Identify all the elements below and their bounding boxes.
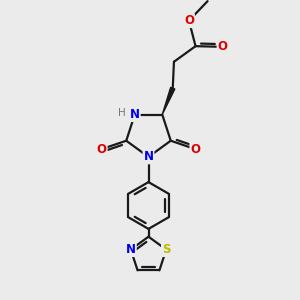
Text: N: N <box>143 150 154 164</box>
Text: N: N <box>126 243 136 256</box>
Text: N: N <box>130 108 140 121</box>
Text: O: O <box>190 142 200 156</box>
Text: S: S <box>162 243 170 256</box>
Polygon shape <box>162 87 175 115</box>
Text: O: O <box>218 40 228 53</box>
Text: O: O <box>97 142 106 156</box>
Text: H: H <box>118 108 126 118</box>
Text: O: O <box>184 14 194 27</box>
